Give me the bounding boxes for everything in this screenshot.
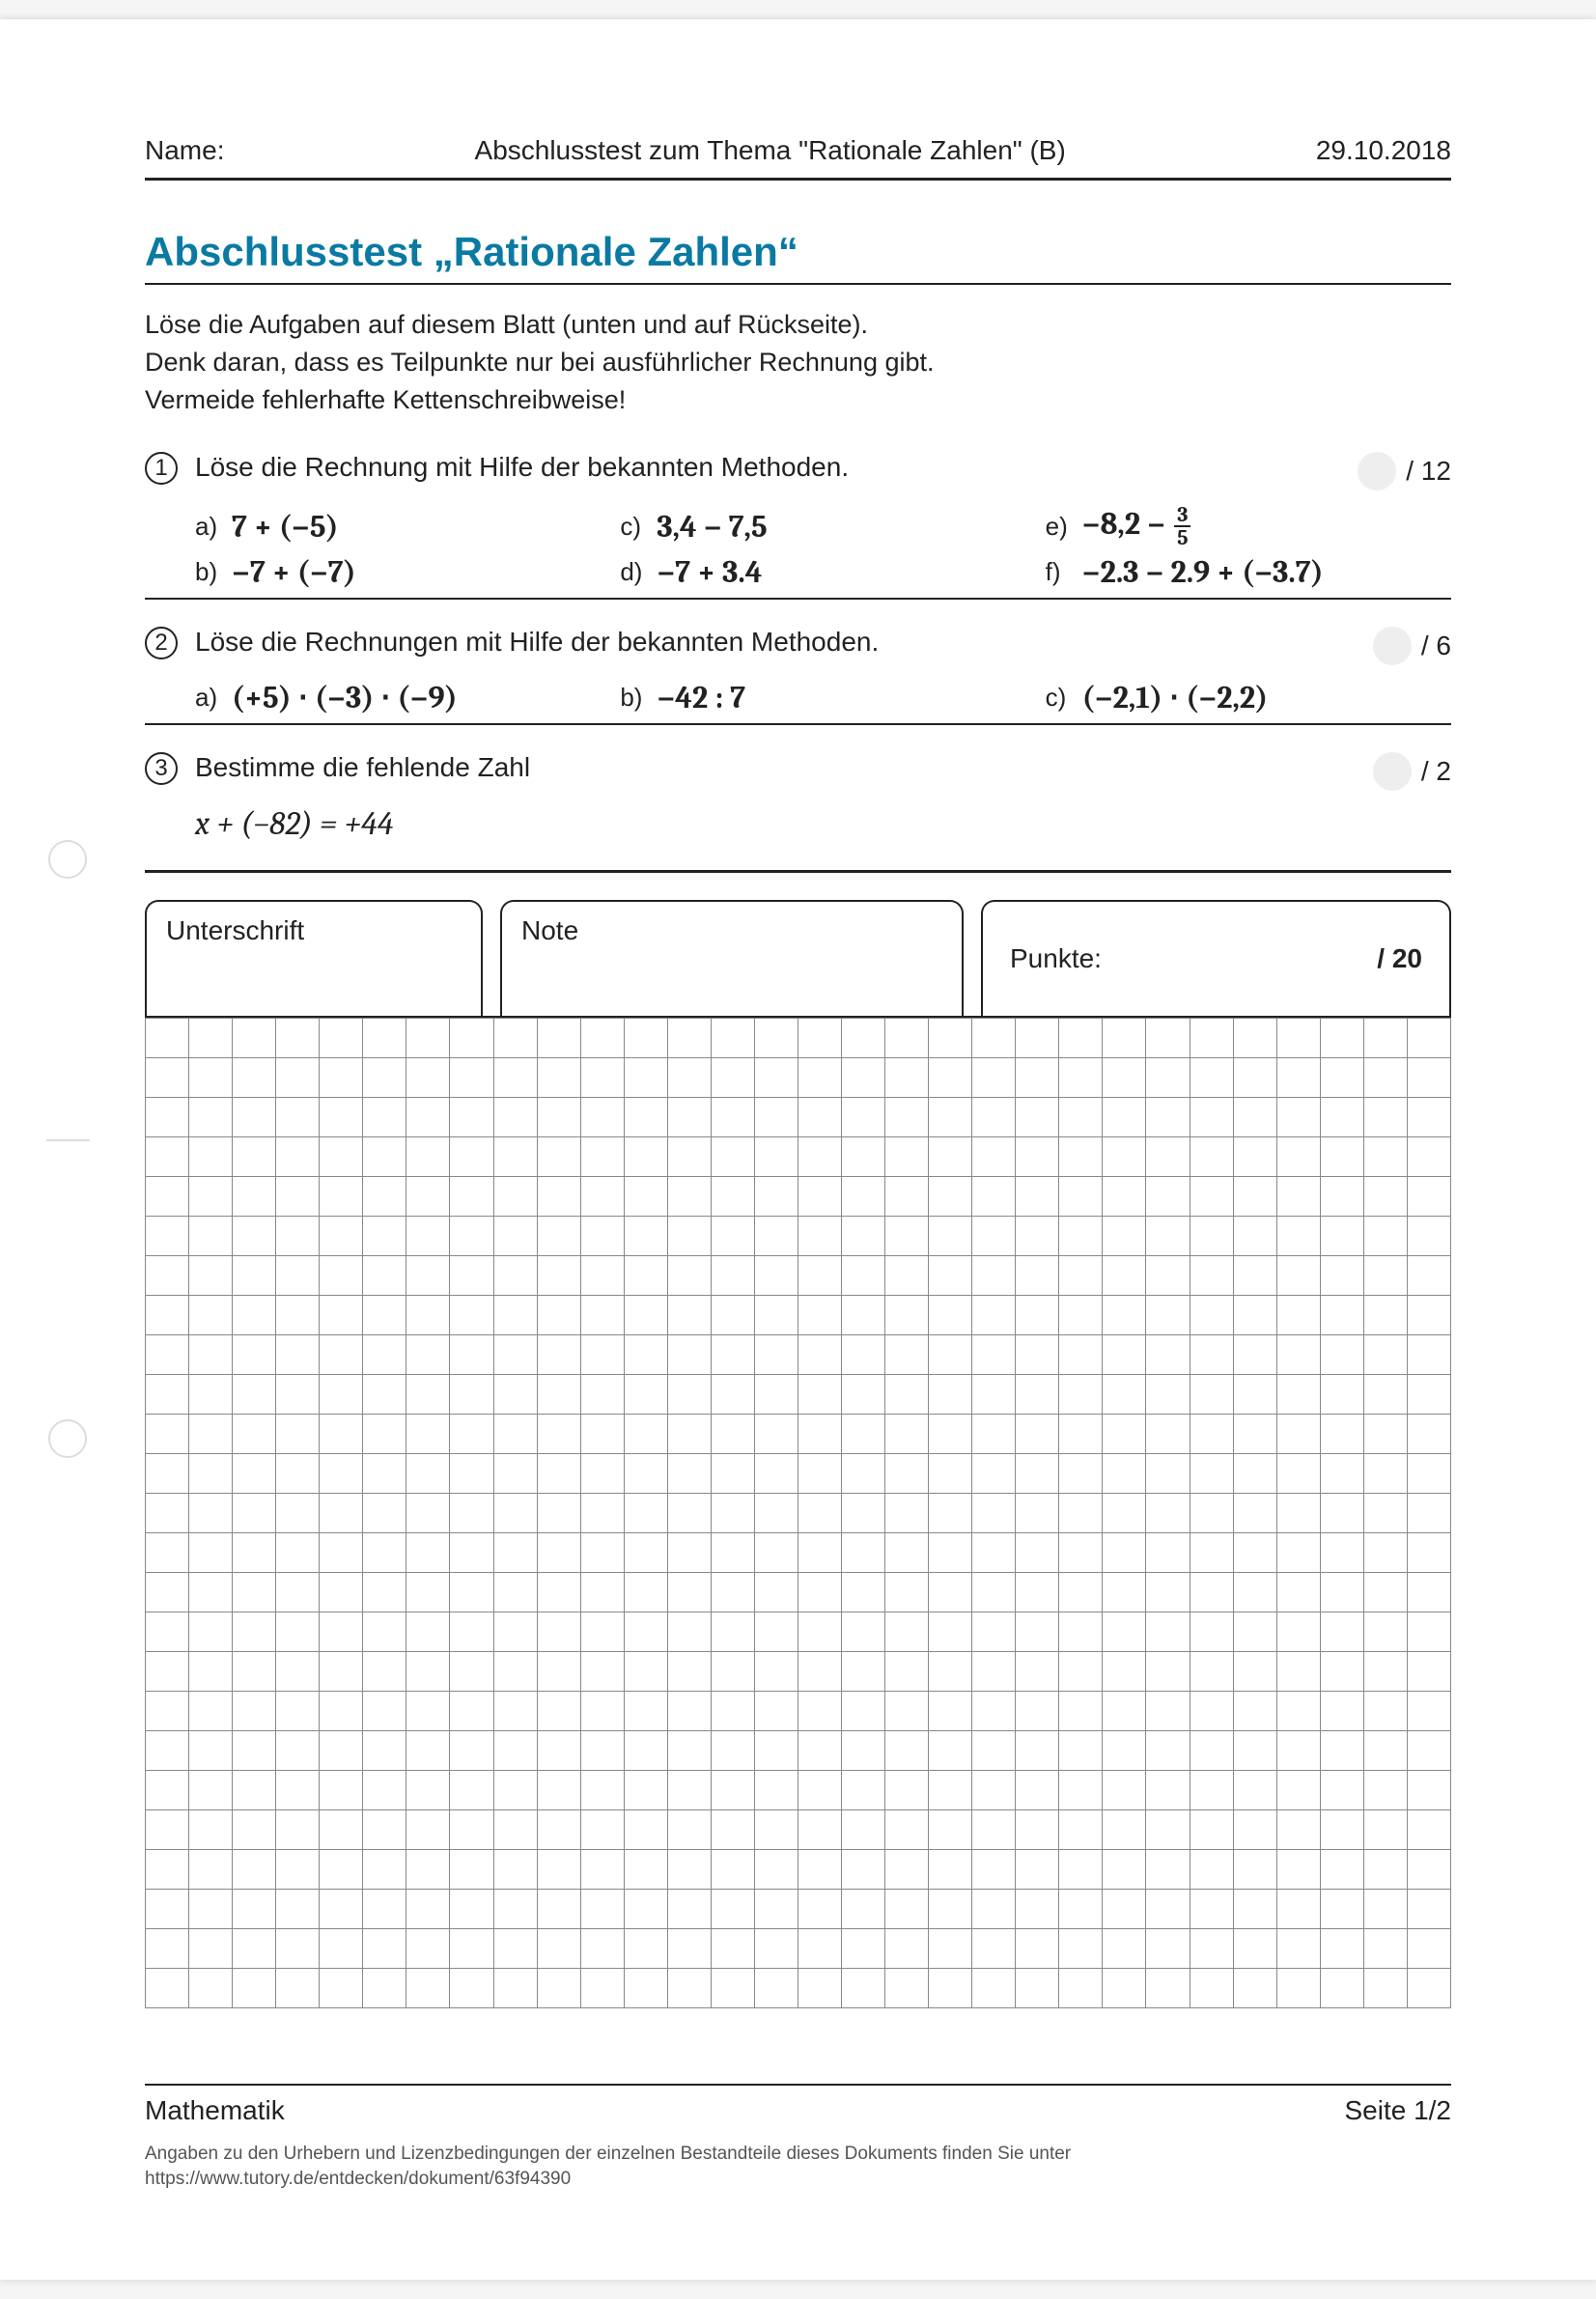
footer-subject: Mathematik	[145, 2095, 285, 2126]
instruction-line: Vermeide fehlerhafte Kettenschreibweise!	[145, 381, 1451, 419]
equation-label: b)	[620, 683, 647, 713]
equation-item: c) 3,4 − 7,5	[620, 504, 1025, 548]
task-2-equations: a) (+5) ⋅ (−3) ⋅ (−9) b) −42 : 7 c) (−2,1) ⋅ …	[145, 679, 1451, 725]
grade-label: Note	[521, 915, 578, 945]
equation-expression: −8,2 − 35	[1082, 504, 1193, 548]
equation-expression: −7 + (−7)	[232, 554, 356, 590]
equation-expression: −7 + 3.4	[657, 554, 762, 590]
answer-grid	[145, 1016, 1451, 2008]
equation-expression: −42 : 7	[657, 680, 745, 715]
task-1-equations: a) 7 + (−5) c) 3,4 − 7,5 e) −8,2 − 35 b) −7 + (…	[145, 504, 1451, 600]
equation-item: d) −7 + 3.4	[620, 554, 1025, 590]
instructions-block: Löse die Aufgaben auf diesem Blatt (unte…	[145, 306, 1451, 419]
equation-label: c)	[1046, 683, 1073, 713]
signature-label: Unterschrift	[166, 915, 304, 945]
footer-license-note: Angaben zu den Urhebern und Lizenzbeding…	[145, 2142, 1451, 2193]
page-footer: Mathematik Seite 1/2 Angaben zu den Urhe…	[145, 2084, 1451, 2193]
worksheet-page: Name: Abschlusstest zum Thema "Rationale…	[0, 19, 1596, 2280]
fold-mark-icon	[46, 1139, 90, 1141]
equation-expression: 7 + (−5)	[232, 509, 339, 545]
punch-hole-icon	[48, 1419, 87, 1458]
task-3: 3 Bestimme die fehlende Zahl / 2 x + (−8…	[145, 752, 1451, 843]
equation-item: f) −2.3 − 2.9 + (−3.7)	[1046, 554, 1451, 590]
instruction-line: Denk daran, dass es Teilpunkte nur bei a…	[145, 344, 1451, 381]
points-label: Punkte:	[1010, 943, 1102, 974]
equation-label: b)	[195, 557, 222, 587]
equation-label: f)	[1046, 557, 1073, 587]
section-divider	[145, 870, 1451, 873]
equation-label: a)	[195, 512, 222, 542]
equation-expression: (−2,1) ⋅ (−2,2)	[1082, 679, 1269, 715]
equation-item: b) −7 + (−7)	[195, 554, 601, 590]
instruction-line: Löse die Aufgaben auf diesem Blatt (unte…	[145, 306, 1451, 344]
page-header: Name: Abschlusstest zum Thema "Rationale…	[145, 135, 1451, 181]
task-header: 3 Bestimme die fehlende Zahl / 2	[145, 752, 1451, 791]
grid-table	[145, 1018, 1451, 2008]
equation-label: a)	[195, 683, 222, 713]
points-value: / 6	[1421, 631, 1451, 661]
doc-title: Abschlusstest zum Thema "Rationale Zahle…	[475, 135, 1066, 166]
task-number-badge: 3	[145, 752, 178, 785]
points-circle-icon	[1373, 752, 1412, 791]
equation-expression: −2.3 − 2.9 + (−3.7)	[1082, 554, 1324, 590]
points-circle-icon	[1373, 627, 1412, 665]
footer-page: Seite 1/2	[1344, 2095, 1451, 2126]
points-badge: / 6	[1373, 627, 1451, 665]
punch-hole-icon	[48, 840, 87, 879]
points-box: Punkte: / 20	[981, 900, 1451, 1016]
task-2: 2 Löse die Rechnungen mit Hilfe der beka…	[145, 627, 1451, 725]
name-label: Name:	[145, 135, 224, 166]
task-1: 1 Löse die Rechnung mit Hilfe der bekann…	[145, 452, 1451, 600]
equation-item: c) (−2,1) ⋅ (−2,2)	[1046, 679, 1451, 715]
task-number-badge: 2	[145, 627, 178, 659]
points-circle-icon	[1358, 452, 1396, 491]
equation-label: e)	[1046, 512, 1073, 542]
equation-expression: 3,4 − 7,5	[657, 509, 767, 545]
equation-label: c)	[620, 512, 647, 542]
task-3-equation: x + (−82) = +44	[145, 804, 1451, 843]
task-number-badge: 1	[145, 452, 178, 485]
equation-label: d)	[620, 557, 647, 587]
points-badge: / 12	[1358, 452, 1451, 491]
equation-item: b) −42 : 7	[620, 679, 1025, 715]
equation-item: a) (+5) ⋅ (−3) ⋅ (−9)	[195, 679, 601, 715]
equation-expression: (+5) ⋅ (−3) ⋅ (−9)	[232, 679, 458, 715]
footer-note-line: https://www.tutory.de/entdecken/dokument…	[145, 2167, 1451, 2193]
signature-row: Unterschrift Note Punkte: / 20	[145, 900, 1451, 1016]
task-text: Löse die Rechnung mit Hilfe der bekannte…	[195, 452, 1358, 483]
doc-date: 29.10.2018	[1316, 135, 1451, 166]
equation-item: a) 7 + (−5)	[195, 504, 601, 548]
task-text: Löse die Rechnungen mit Hilfe der bekann…	[195, 627, 1373, 658]
task-text: Bestimme die fehlende Zahl	[195, 752, 1373, 783]
points-value: / 2	[1421, 756, 1451, 787]
equation-item: e) −8,2 − 35	[1046, 504, 1451, 548]
points-badge: / 2	[1373, 752, 1451, 791]
signature-box: Unterschrift	[145, 900, 483, 1016]
points-max: / 20	[1377, 943, 1422, 974]
task-header: 2 Löse die Rechnungen mit Hilfe der beka…	[145, 627, 1451, 665]
points-value: / 12	[1406, 456, 1451, 487]
task-header: 1 Löse die Rechnung mit Hilfe der bekann…	[145, 452, 1451, 491]
footer-note-line: Angaben zu den Urhebern und Lizenzbeding…	[145, 2142, 1451, 2168]
footer-line: Mathematik Seite 1/2	[145, 2084, 1451, 2126]
page-title: Abschlusstest „Rationale Zahlen“	[145, 229, 1451, 285]
grade-box: Note	[500, 900, 964, 1016]
